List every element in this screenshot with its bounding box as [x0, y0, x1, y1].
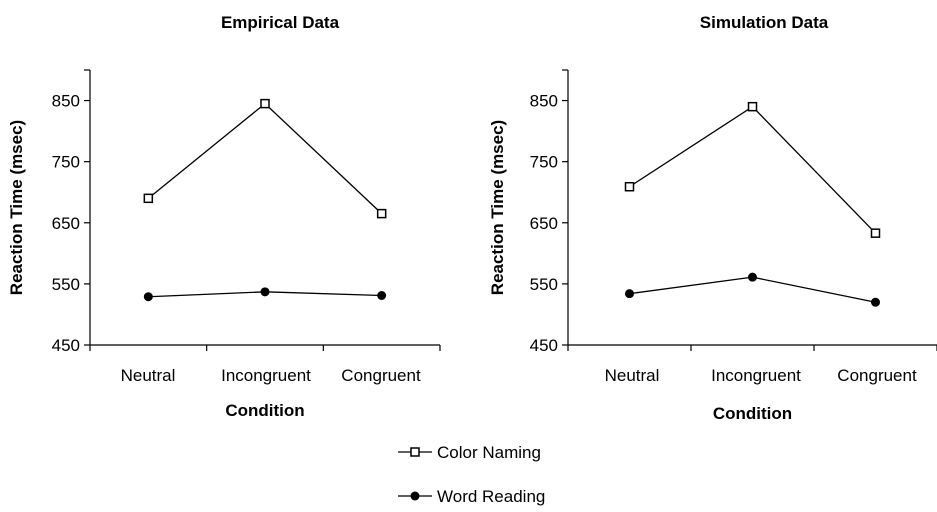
y-tick-label: 650 [530, 214, 558, 233]
data-point [626, 183, 634, 191]
y-tick-label: 550 [52, 275, 80, 294]
data-point [261, 287, 270, 296]
data-point [144, 292, 153, 301]
y-axis-label: Reaction Time (msec) [7, 120, 26, 295]
legend: Color Naming Word Reading [398, 443, 545, 506]
data-point [749, 103, 757, 111]
y-tick-label: 750 [52, 153, 80, 172]
y-tick-label: 450 [530, 336, 558, 355]
legend-label: Word Reading [437, 487, 545, 506]
x-category-label: Incongruent [221, 366, 311, 385]
x-category-label: Neutral [121, 366, 176, 385]
chart-panel-1: Empirical Data 450 550 650 750 850 Neutral Inco… [7, 13, 440, 420]
series-line [630, 107, 876, 234]
data-point [261, 100, 269, 108]
legend-marker [411, 492, 420, 501]
y-axis-label: Reaction Time (msec) [488, 120, 507, 295]
data-point [378, 210, 386, 218]
series-line [148, 104, 381, 214]
chart-title: Empirical Data [221, 13, 340, 32]
series-color-naming [626, 103, 880, 238]
x-axis-label: Condition [713, 404, 792, 423]
y-tick-label: 850 [52, 92, 80, 111]
x-category-label: Congruent [341, 366, 421, 385]
data-point [625, 289, 634, 298]
y-tick-label: 450 [52, 336, 80, 355]
series-word-reading [144, 287, 386, 301]
chart-title: Simulation Data [700, 13, 829, 32]
y-tick-label: 550 [530, 275, 558, 294]
y-tick-label: 750 [530, 153, 558, 172]
chart-panel-2: Simulation Data 450 550 650 750 850 Neutral Inc… [488, 13, 937, 423]
x-category-label: Neutral [605, 366, 660, 385]
y-tick-label: 850 [530, 92, 558, 111]
series-word-reading [625, 273, 880, 307]
x-axis-label: Condition [225, 401, 304, 420]
data-point [871, 298, 880, 307]
legend-label: Color Naming [437, 443, 541, 462]
legend-marker [411, 448, 419, 456]
x-category-label: Congruent [837, 366, 917, 385]
data-point [748, 273, 757, 282]
data-point [872, 229, 880, 237]
data-point [144, 194, 152, 202]
y-tick-label: 650 [52, 214, 80, 233]
series-color-naming [144, 100, 385, 218]
x-category-label: Incongruent [711, 366, 801, 385]
data-point [377, 291, 386, 300]
